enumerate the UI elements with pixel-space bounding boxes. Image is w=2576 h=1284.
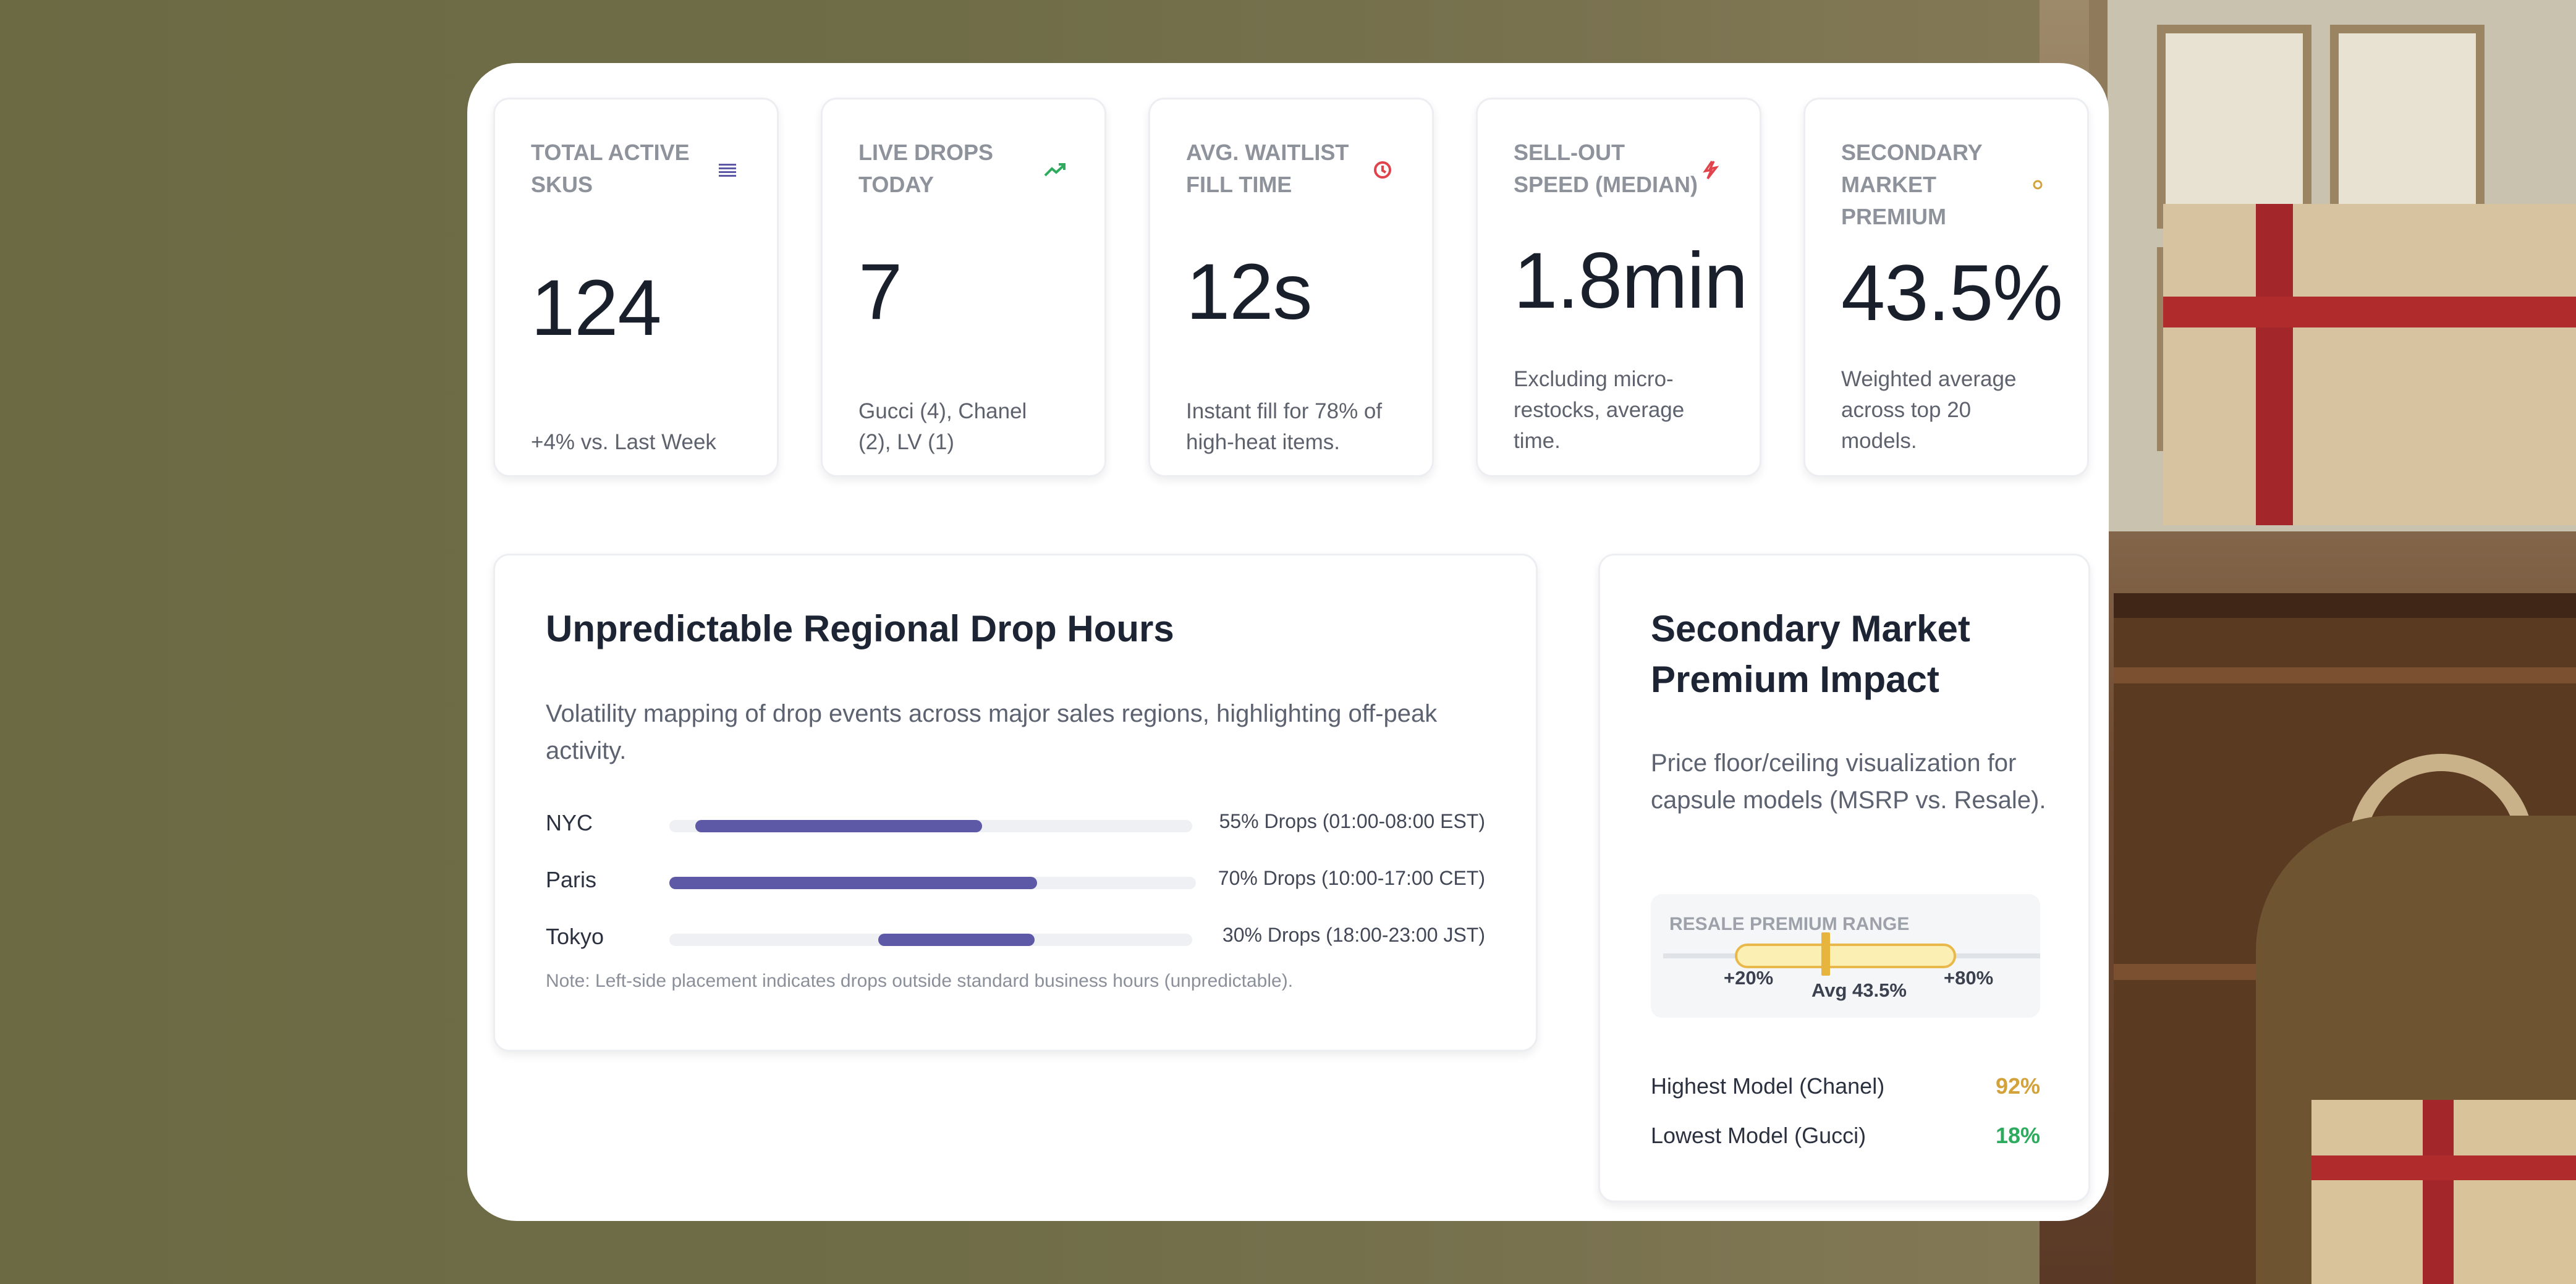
premium-range-max: +80% <box>1944 967 1994 989</box>
region-row-nyc: NYC 55% Drops (01:00-08:00 EST) <box>546 805 1485 842</box>
dashboard-panel: Total Active SKUs 124 +4% vs. Last Week … <box>467 63 2109 1221</box>
kpi-value: 1.8min <box>1514 237 1748 325</box>
region-track <box>669 934 1192 946</box>
premium-impact-card: Secondary Market Premium Impact Price fl… <box>1598 554 2090 1202</box>
region-track <box>669 820 1192 832</box>
background-gift-box-small <box>2311 1100 2576 1284</box>
stat-label: Highest Model (Chanel) <box>1651 1073 1885 1099</box>
list-icon <box>716 159 739 181</box>
kpi-subtitle: Excluding micro-restocks, average time. <box>1514 367 1685 453</box>
kpi-title: Avg. Waitlist Fill Time <box>1186 140 1349 197</box>
kpi-card-waitlist-fill: Avg. Waitlist Fill Time 12s Instant fill… <box>1148 98 1434 477</box>
region-label: 55% Drops (01:00-08:00 EST) <box>1219 810 1485 832</box>
premium-range-box: Resale Premium Range +20% Avg 43.5% +80% <box>1651 894 2040 1018</box>
kpi-subtitle: +4% vs. Last Week <box>531 430 716 454</box>
kpi-value: 124 <box>531 264 662 352</box>
region-name: Tokyo <box>546 924 604 949</box>
stat-value: 92% <box>1995 1073 2040 1099</box>
background-gift-box <box>2163 204 2576 525</box>
kpi-title: Secondary Market Premium <box>1841 140 1983 229</box>
region-label: 30% Drops (18:00-23:00 JST) <box>1222 924 1485 946</box>
premium-range-caption: Resale Premium Range <box>1669 914 1910 934</box>
kpi-value: 12s <box>1186 248 1312 336</box>
kpi-title: Sell-Out Speed (Median) <box>1514 140 1698 197</box>
kpi-card-sellout-speed: Sell-Out Speed (Median) 1.8min Excluding… <box>1476 98 1761 477</box>
kpi-subtitle: Gucci (4), Chanel (2), LV (1) <box>858 399 1027 454</box>
region-track <box>669 877 1196 889</box>
kpi-title: Live Drops Today <box>858 140 994 197</box>
premium-range-average: Avg 43.5% <box>1811 979 1907 1001</box>
clock-icon <box>1371 159 1394 181</box>
drop-hours-note: Note: Left-side placement indicates drop… <box>546 971 1294 991</box>
region-fill <box>695 820 982 832</box>
region-label: 70% Drops (10:00-17:00 CET) <box>1218 867 1485 889</box>
kpi-value: 7 <box>858 248 902 336</box>
kpi-title: Total Active SKUs <box>531 140 690 197</box>
stat-value: 18% <box>1995 1123 2040 1148</box>
drop-hours-title: Unpredictable Regional Drop Hours <box>546 608 1174 649</box>
region-row-tokyo: Tokyo 30% Drops (18:00-23:00 JST) <box>546 919 1485 956</box>
stat-row-lowest: Lowest Model (Gucci) 18% <box>1651 1123 2040 1154</box>
region-row-paris: Paris 70% Drops (10:00-17:00 CET) <box>546 862 1485 899</box>
region-name: Paris <box>546 867 597 892</box>
stat-label: Lowest Model (Gucci) <box>1651 1123 1866 1148</box>
premium-impact-description: Price floor/ceiling visualization for ca… <box>1651 750 2046 814</box>
premium-average-marker <box>1821 932 1831 976</box>
region-fill <box>878 934 1035 946</box>
stat-row-highest: Highest Model (Chanel) 92% <box>1651 1073 2040 1104</box>
kpi-subtitle: Instant fill for 78% of high-heat items. <box>1186 399 1383 454</box>
premium-range-min: +20% <box>1724 967 1774 989</box>
kpi-card-live-drops: Live Drops Today 7 Gucci (4), Chanel (2)… <box>821 98 1106 477</box>
trending-up-icon <box>1044 159 1066 181</box>
region-name: NYC <box>546 810 593 835</box>
premium-range-band <box>1735 944 1956 968</box>
kpi-card-total-skus: Total Active SKUs 124 +4% vs. Last Week <box>493 98 779 477</box>
kpi-card-secondary-premium: Secondary Market Premium 43.5% Weighted … <box>1803 98 2089 477</box>
kpi-value: 43.5% <box>1841 249 2063 337</box>
drop-hours-description: Volatility mapping of drop events across… <box>546 700 1438 764</box>
kpi-subtitle: Weighted average across top 20 models. <box>1841 367 2017 453</box>
region-fill <box>669 877 1037 889</box>
lightning-icon <box>1699 159 1721 181</box>
dot-icon <box>2027 174 2049 196</box>
premium-impact-title: Secondary Market Premium Impact <box>1651 608 1970 700</box>
drop-hours-card: Unpredictable Regional Drop Hours Volati… <box>493 554 1538 1052</box>
